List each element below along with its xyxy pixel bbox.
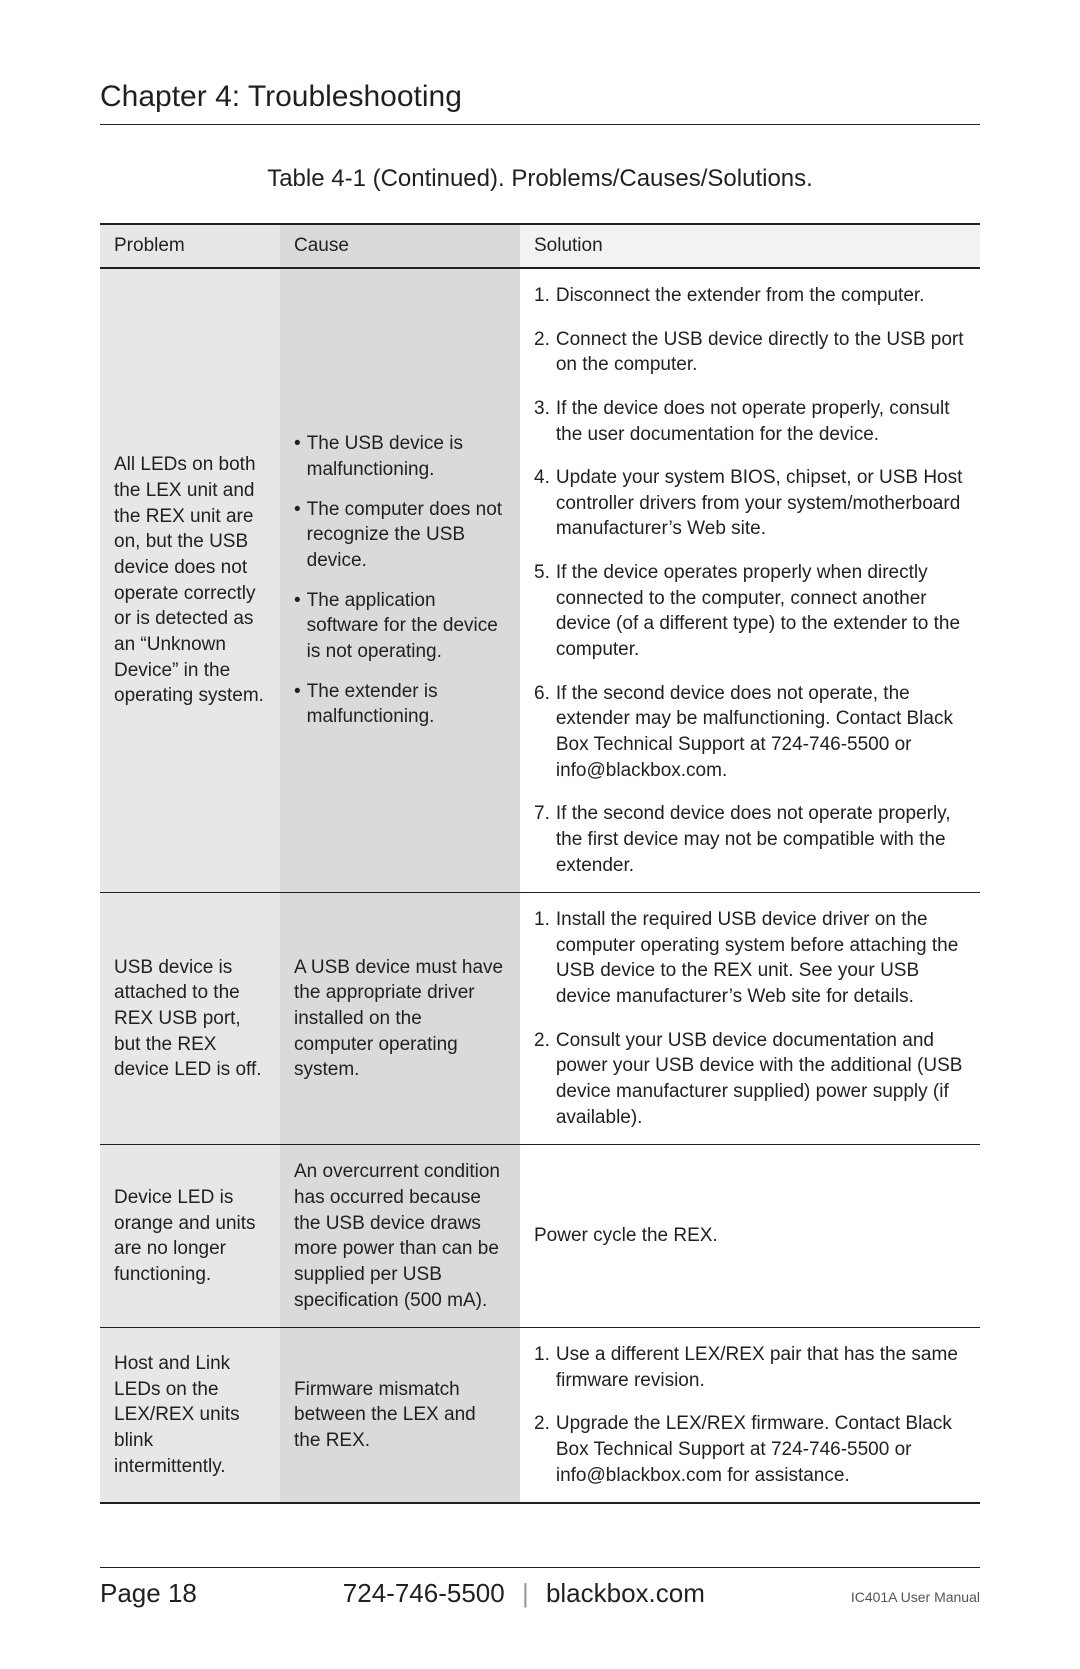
footer-manual: IC401A User Manual [851,1589,980,1605]
solution-number: 2. [534,1411,550,1488]
footer-phone: 724-746-5500 [343,1578,505,1608]
solution-text: If the second device does not operate pr… [556,801,966,878]
cell-problem: All LEDs on both the LEX unit and the RE… [100,268,280,893]
cell-solution: 1.Install the required USB device driver… [520,893,980,1145]
cause-item: •The computer does not recognize the USB… [294,497,506,574]
cell-cause: •The USB device is malfunctioning. •The … [280,268,520,893]
bullet-icon: • [294,497,301,574]
solution-text: Connect the USB device directly to the U… [556,327,966,378]
table-row: Device LED is orange and units are no lo… [100,1145,980,1328]
cell-solution: 1.Disconnect the extender from the compu… [520,268,980,893]
solution-number: 3. [534,396,550,447]
table-caption: Table 4-1 (Continued). Problems/Causes/S… [100,165,980,193]
cause-text: The extender is malfunctioning. [307,679,506,730]
solution-item: 2.Connect the USB device directly to the… [534,327,966,378]
bullet-icon: • [294,431,301,482]
solution-text: Upgrade the LEX/REX firmware. Contact Bl… [556,1411,966,1488]
footer-center: 724-746-5500 | blackbox.com [197,1578,851,1609]
chapter-title: Chapter 4: Troubleshooting [100,80,980,125]
cell-cause: Firmware mismatch between the LEX and th… [280,1328,520,1504]
solution-number: 1. [534,907,550,1010]
column-header-problem: Problem [100,224,280,268]
solution-number: 2. [534,327,550,378]
table-row: USB device is attached to the REX USB po… [100,893,980,1145]
cause-item: •The USB device is malfunctioning. [294,431,506,482]
cell-problem: Device LED is orange and units are no lo… [100,1145,280,1328]
column-header-cause: Cause [280,224,520,268]
solution-item: 7.If the second device does not operate … [534,801,966,878]
cause-text: The computer does not recognize the USB … [307,497,506,574]
solution-text: Use a different LEX/REX pair that has th… [556,1342,966,1393]
solution-item: 6.If the second device does not operate,… [534,681,966,784]
cause-item: •The application software for the device… [294,588,506,665]
cell-solution: 1.Use a different LEX/REX pair that has … [520,1328,980,1504]
page: Chapter 4: Troubleshooting Table 4-1 (Co… [0,0,1080,1669]
solution-list: 1.Use a different LEX/REX pair that has … [534,1342,966,1488]
cell-problem: Host and Link LEDs on the LEX/REX units … [100,1328,280,1504]
solution-item: 1.Use a different LEX/REX pair that has … [534,1342,966,1393]
solution-item: 4.Update your system BIOS, chipset, or U… [534,465,966,542]
solution-text: If the device operates properly when dir… [556,560,966,663]
solution-list: 1.Install the required USB device driver… [534,907,966,1130]
solution-text: Consult your USB device documentation an… [556,1028,966,1131]
cell-cause: A USB device must have the appropriate d… [280,893,520,1145]
solution-text: If the device does not operate properly,… [556,396,966,447]
cell-problem: USB device is attached to the REX USB po… [100,893,280,1145]
bullet-icon: • [294,679,301,730]
cell-solution: Power cycle the REX. [520,1145,980,1328]
footer-separator: | [522,1578,529,1608]
solution-number: 6. [534,681,550,784]
cause-text: The application software for the device … [307,588,506,665]
solution-text: Install the required USB device driver o… [556,907,966,1010]
bullet-icon: • [294,588,301,665]
cell-cause: An overcurrent condition has occurred be… [280,1145,520,1328]
page-footer: Page 18 724-746-5500 | blackbox.com IC40… [100,1567,980,1609]
solution-item: 2.Upgrade the LEX/REX firmware. Contact … [534,1411,966,1488]
table-row: All LEDs on both the LEX unit and the RE… [100,268,980,893]
solution-item: 1.Install the required USB device driver… [534,907,966,1010]
cause-list: •The USB device is malfunctioning. •The … [294,431,506,729]
solution-number: 7. [534,801,550,878]
page-number: Page 18 [100,1578,197,1609]
solution-item: 2.Consult your USB device documentation … [534,1028,966,1131]
footer-site: blackbox.com [546,1578,705,1608]
solution-number: 1. [534,283,550,309]
cause-item: •The extender is malfunctioning. [294,679,506,730]
table-row: Host and Link LEDs on the LEX/REX units … [100,1328,980,1504]
column-header-solution: Solution [520,224,980,268]
solution-text: Disconnect the extender from the compute… [556,283,925,309]
solution-number: 1. [534,1342,550,1393]
cause-text: The USB device is malfunctioning. [307,431,506,482]
solution-item: 5.If the device operates properly when d… [534,560,966,663]
solution-item: 1.Disconnect the extender from the compu… [534,283,966,309]
solution-list: 1.Disconnect the extender from the compu… [534,283,966,878]
solution-number: 4. [534,465,550,542]
solution-number: 2. [534,1028,550,1131]
solution-number: 5. [534,560,550,663]
troubleshooting-table: Problem Cause Solution All LEDs on both … [100,223,980,1504]
solution-item: 3.If the device does not operate properl… [534,396,966,447]
solution-text: Update your system BIOS, chipset, or USB… [556,465,966,542]
table-header-row: Problem Cause Solution [100,224,980,268]
solution-text: If the second device does not operate, t… [556,681,966,784]
